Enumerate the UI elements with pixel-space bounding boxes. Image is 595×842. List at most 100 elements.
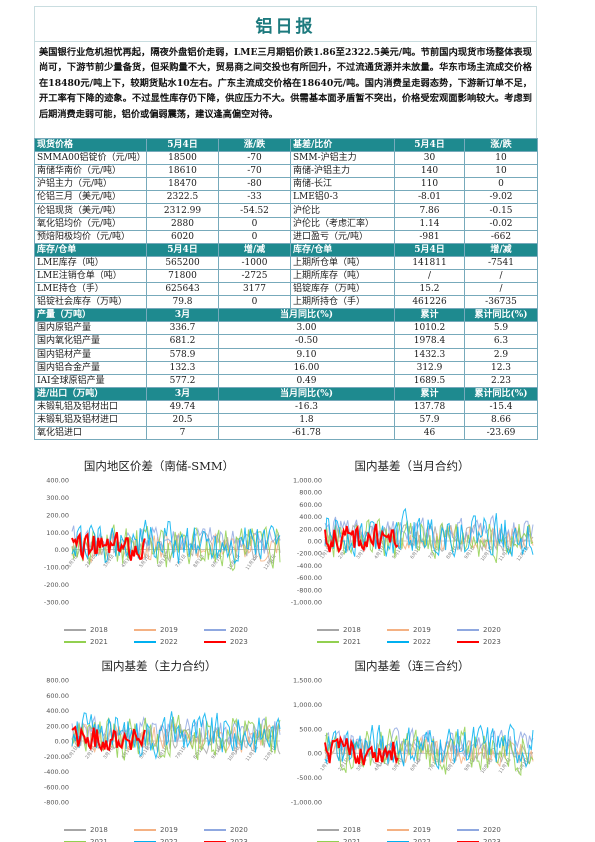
legend-item: 2023 xyxy=(204,638,248,646)
table-cell: 沪铝主力（元/吨） xyxy=(34,177,147,192)
table-cell: -0.02 xyxy=(464,216,538,231)
table-cell: SMMA00铝锭价（元/吨） xyxy=(34,151,147,166)
legend-label: 2020 xyxy=(230,826,248,834)
series-line-2022 xyxy=(71,519,281,565)
legend-swatch xyxy=(387,629,409,631)
legend-item: 2023 xyxy=(457,638,501,646)
chart-legend: 2018 2019 2020 2021 2022 2023 xyxy=(64,826,274,842)
table-cell: 铝锭社会库存（万吨） xyxy=(34,295,147,310)
chart-title: 国内基差（当月合约） xyxy=(354,459,470,473)
table-cell: 0 xyxy=(218,229,291,244)
x-tick-label: 8月1日 xyxy=(192,553,205,569)
table-row: LME持仓（手） 625643 3177 铝锭库存（万吨） 15.2/ xyxy=(34,282,538,297)
y-tick-label: 100.00 xyxy=(46,529,69,537)
series-line-2023 xyxy=(71,531,146,562)
table-cell: 18500 xyxy=(146,151,219,166)
table-cell: 71800 xyxy=(146,268,219,284)
series-line-2021 xyxy=(71,714,281,761)
table-row: 伦铝现货（美元/吨） 2312.99 -54.52 沪伦比 7.86 -0.15 xyxy=(34,203,538,218)
table-row: 沪铝主力（元/吨） 18470 -80 南储-长江 110 0 xyxy=(34,177,538,192)
table-cell: -80 xyxy=(218,177,291,192)
x-tick-label: 6月1日 xyxy=(409,757,422,773)
charts-area: 国内地区价差（南储-SMM） 400.00 300.00 200.00 100.00 0.… xyxy=(34,458,537,842)
table-cell: -8.01 xyxy=(394,190,465,205)
table-cell: 0 xyxy=(218,295,291,310)
legend-swatch xyxy=(317,629,339,631)
legend-label: 2023 xyxy=(230,838,248,842)
table-cell: 预焙阳极均价（元/吨） xyxy=(34,229,147,244)
series-line-2022 xyxy=(324,723,534,771)
legend-item: 2018 xyxy=(64,826,108,834)
table-cell: 库存/仓单 xyxy=(34,242,147,257)
table-cell: 进/出口（万吨） xyxy=(34,386,147,401)
legend-item: 2023 xyxy=(204,838,248,842)
legend-label: 2020 xyxy=(230,626,248,634)
table-cell: 铝锭库存（万吨） xyxy=(290,282,395,297)
legend-label: 2023 xyxy=(483,838,501,842)
table-cell: 当月同比(%) xyxy=(218,308,395,323)
legend-swatch xyxy=(317,641,339,643)
table-cell: 沪伦比 xyxy=(290,203,395,218)
table-cell: 0 xyxy=(464,177,538,192)
legend-label: 2018 xyxy=(90,826,108,834)
table-cell: 336.7 xyxy=(146,321,219,336)
table-cell: 578.9 xyxy=(146,347,219,362)
table-cell: LME库存（吨） xyxy=(34,255,147,270)
table-cell: -54.52 xyxy=(218,203,291,218)
y-tick-label: 0.00 xyxy=(308,538,322,546)
table-cell: 46 xyxy=(394,426,465,441)
legend-item: 2020 xyxy=(204,826,248,834)
y-tick-label: -1,000.00 xyxy=(291,599,322,607)
legend-item: 2018 xyxy=(317,826,361,834)
x-tick-label: 7月1日 xyxy=(174,553,187,569)
legend-swatch xyxy=(457,629,479,631)
table-cell: 累计 xyxy=(394,386,465,401)
table-row: 预焙阳极均价（元/吨） 6020 0 进口盈亏（元/吨） -981 -662 xyxy=(34,229,538,244)
table-cell: 上期所仓单（吨） xyxy=(290,255,395,270)
legend-swatch xyxy=(64,641,86,643)
legend-item: 2020 xyxy=(204,626,248,634)
chart-legend: 2018 2019 2020 2021 2022 2023 xyxy=(317,626,527,650)
table-cell: 南储-沪铝主力 xyxy=(290,164,395,179)
legend-label: 2018 xyxy=(343,826,361,834)
prod-header-row: 产量（万吨） 3月 当月同比(%) 累计 累计同比(%) xyxy=(34,308,538,323)
legend-label: 2019 xyxy=(160,826,178,834)
table-cell: 18470 xyxy=(146,177,219,192)
table-row: 未锻轧铝及铝材出口 49.74 -16.3 137.78 -15.4 xyxy=(34,399,538,414)
table-cell: 12.3 xyxy=(464,360,538,375)
table-cell: 2880 xyxy=(146,216,219,231)
table-cell: / xyxy=(464,268,538,284)
table-cell: 上期所持仓（手） xyxy=(290,295,395,310)
table-cell: 1689.5 xyxy=(394,373,465,388)
table-cell: 0.49 xyxy=(218,373,395,388)
table-cell: -662 xyxy=(464,229,538,244)
legend-item: 2022 xyxy=(134,838,178,842)
table-cell: -36735 xyxy=(464,295,538,310)
table-cell: 基差/比价 xyxy=(290,137,395,153)
table-cell: 8.66 xyxy=(464,412,538,428)
table-cell: 625643 xyxy=(146,282,219,297)
legend-item: 2019 xyxy=(134,626,178,634)
table-cell: 沪伦比（考虑汇率） xyxy=(290,216,395,231)
y-tick-label: 600.00 xyxy=(299,501,322,509)
table-cell: 30 xyxy=(394,151,465,166)
y-tick-label: -600.00 xyxy=(297,574,322,582)
legend-label: 2020 xyxy=(483,626,501,634)
table-cell: 累计同比(%) xyxy=(464,308,538,323)
table-row: SMMA00铝锭价（元/吨） 18500 -70 SMM-沪铝主力 30 10 xyxy=(34,151,538,166)
market-summary: 美国银行业危机担忧再起，隔夜外盘铝价走弱，LME三月期铝价跌1.86至2322.… xyxy=(34,42,537,138)
table-cell: -61.78 xyxy=(218,426,395,441)
table-row: 国内铝合金产量 132.3 16.00 312.9 12.3 xyxy=(34,360,538,375)
table-cell: 16.00 xyxy=(218,360,395,375)
y-tick-label: 400.00 xyxy=(299,513,322,521)
legend-swatch xyxy=(317,829,339,831)
table-row: 国内氧化铝产量 681.2 -0.50 1978.4 6.3 xyxy=(34,334,538,349)
table-cell: 6.3 xyxy=(464,334,538,349)
chart-panel: 国内基差（连三合约） 1,500.00 1,000.00 500.00 0.00 -500… xyxy=(287,658,537,842)
table-row: 铝锭社会库存（万吨） 79.8 0 上期所持仓（手） 461226 -36735 xyxy=(34,295,538,310)
table-cell: 上期所库存（吨） xyxy=(290,268,395,284)
table-cell: -7541 xyxy=(464,255,538,270)
table-cell: 现货价格 xyxy=(34,137,147,153)
table-cell: 涨/跌 xyxy=(464,137,538,153)
table-cell: 未锻轧铝及铝材出口 xyxy=(34,399,147,414)
